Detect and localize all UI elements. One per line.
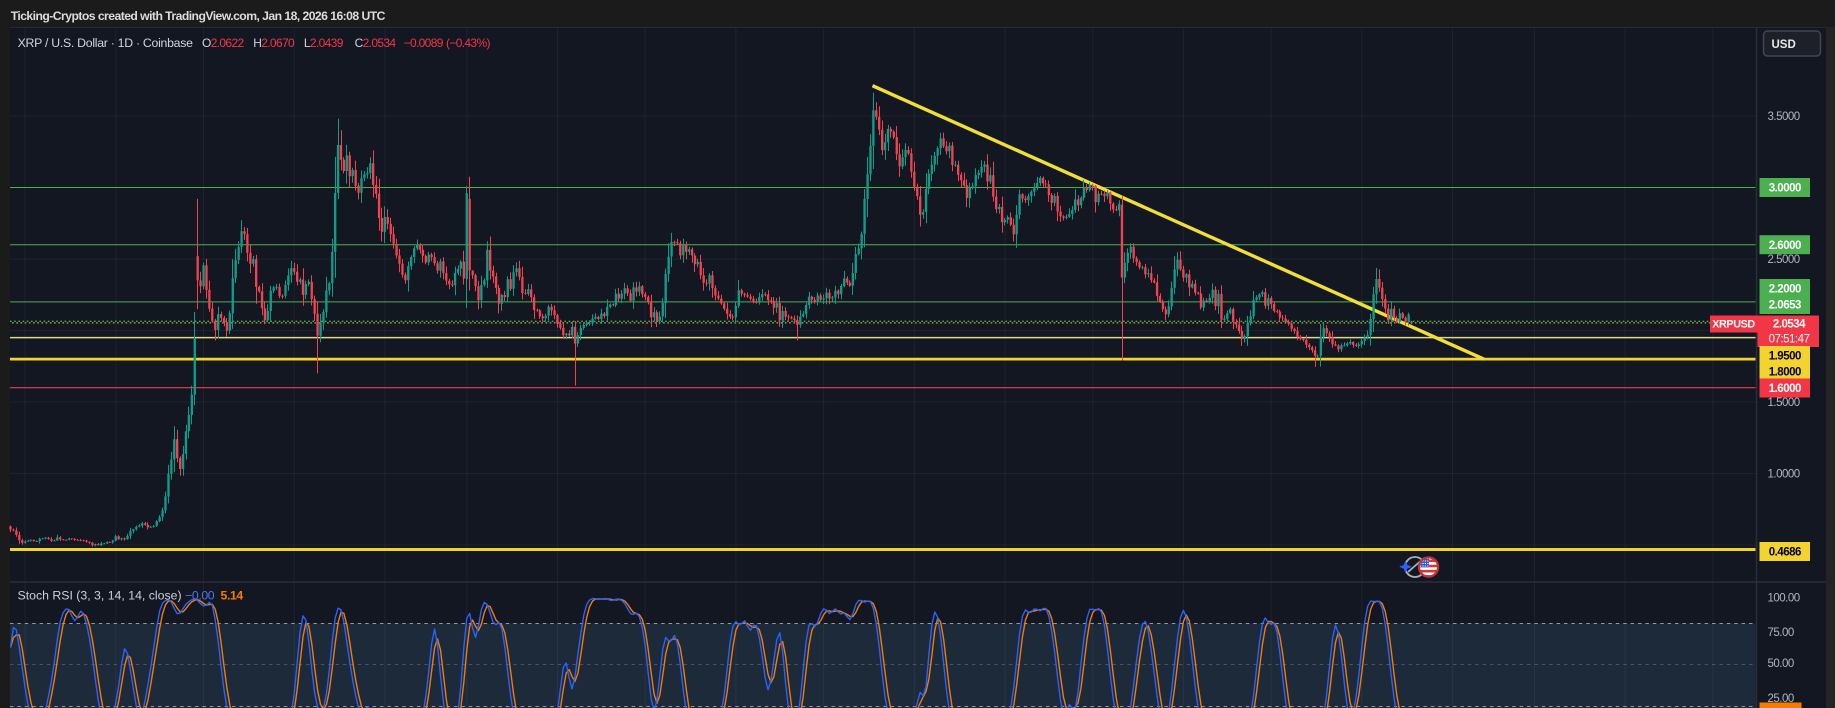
svg-text:50.00: 50.00 [1768, 658, 1794, 670]
svg-text:Ticking-Cryptos created with T: Ticking-Cryptos created with TradingView… [11, 9, 386, 23]
svg-text:2.5000: 2.5000 [1768, 254, 1800, 266]
svg-text:H2.0670: H2.0670 [253, 36, 295, 50]
svg-text:1.6000: 1.6000 [1769, 383, 1801, 395]
svg-text:2.0653: 2.0653 [1769, 300, 1801, 312]
svg-text:(−0.43%): (−0.43%) [446, 36, 490, 50]
svg-text:3.5000: 3.5000 [1768, 111, 1800, 123]
svg-text:XRP / U.S. Dollar · 1D · Coinb: XRP / U.S. Dollar · 1D · Coinbase [18, 36, 193, 50]
svg-text:2.0534: 2.0534 [1773, 319, 1806, 331]
svg-text:1.0000: 1.0000 [1768, 469, 1800, 481]
svg-text:3.0000: 3.0000 [1769, 183, 1801, 195]
svg-text:0.4686: 0.4686 [1769, 547, 1801, 559]
svg-text:1.8000: 1.8000 [1769, 367, 1801, 379]
svg-text:75.00: 75.00 [1768, 627, 1794, 639]
svg-text:25.00: 25.00 [1768, 693, 1794, 705]
svg-text:2.2000: 2.2000 [1769, 284, 1801, 296]
svg-text:1.9500: 1.9500 [1769, 351, 1801, 363]
svg-text:Stoch RSI (3, 3, 14, 14, close: Stoch RSI (3, 3, 14, 14, close) −0.00 5.14 [18, 589, 244, 603]
svg-text:2.6000: 2.6000 [1769, 240, 1801, 252]
svg-text:C2.0534: C2.0534 [355, 36, 397, 50]
svg-text:O2.0622: O2.0622 [202, 36, 244, 50]
svg-text:L2.0439: L2.0439 [304, 36, 344, 50]
svg-text:−0.0089: −0.0089 [404, 36, 444, 50]
svg-text:USD: USD [1772, 39, 1796, 51]
svg-text:XRPUSD: XRPUSD [1712, 319, 1755, 331]
svg-text:100.00: 100.00 [1768, 593, 1800, 605]
svg-text:1.5000: 1.5000 [1768, 397, 1800, 409]
svg-text:07:51:47: 07:51:47 [1769, 334, 1810, 346]
